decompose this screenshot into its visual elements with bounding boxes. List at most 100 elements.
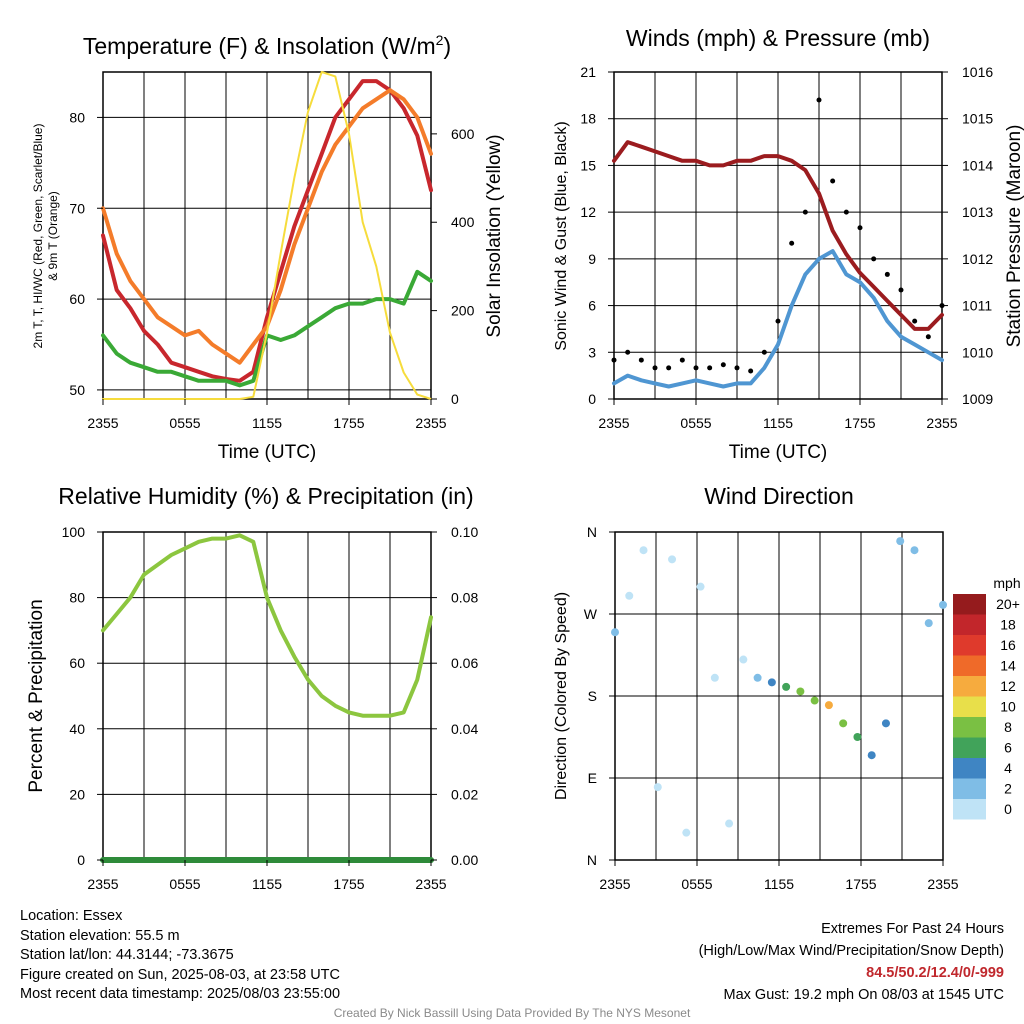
direction-point [639, 546, 648, 555]
y-tick-label: 12 [580, 204, 596, 220]
y-tick-label: 60 [69, 291, 85, 307]
direction-ylabel: Direction (Colored By Speed) [553, 592, 570, 800]
gust-point [857, 225, 863, 231]
direction-point [739, 655, 748, 664]
gust-point [816, 97, 822, 103]
y-tick-label: 1014 [962, 157, 993, 173]
colorbar-swatch [953, 799, 986, 820]
y-tick-label: E [588, 770, 597, 786]
direction-point [924, 619, 933, 628]
x-tick-label: 1755 [844, 415, 875, 431]
speed-colorbar: 20+ 18 16 14 12 10 8 6 4 2 0 [953, 594, 1020, 820]
y-tick-label: 40 [69, 721, 85, 737]
pressure-right-ticks: 1009 1010 1011 1012 1013 1014 1015 1016 [942, 64, 993, 407]
gust-point [802, 209, 808, 215]
direction-point [810, 696, 819, 705]
extremes-fields: (High/Low/Max Wind/Precipitation/Snow De… [698, 943, 1004, 959]
colorbar-label: 2 [1004, 781, 1012, 797]
y-tick-label: 21 [580, 64, 596, 80]
y-tick-label: 100 [62, 524, 86, 540]
gust-point [652, 365, 658, 371]
gust-point [898, 287, 904, 293]
direction-point [939, 600, 947, 609]
direction-grid [615, 532, 943, 860]
y-tick-label: 3 [588, 344, 596, 360]
humidity-panel: Relative Humidity (%) & Precipitation (i… [26, 483, 478, 892]
colorbar-label: 0 [1004, 801, 1012, 817]
direction-point [767, 678, 776, 687]
winds-x-ticks: 2355 0555 1155 1755 2355 [598, 399, 958, 431]
y-tick-label: 60 [69, 655, 85, 671]
direction-point [611, 628, 619, 637]
y-tick-label: 0 [451, 391, 459, 407]
gust-point [761, 349, 767, 355]
direction-points [611, 537, 947, 837]
extremes-values: 84.5/50.2/12.4/0/-999 [866, 965, 1004, 981]
y-tick-label: 1010 [962, 344, 993, 360]
y-tick-label: 1013 [962, 204, 993, 220]
winds-grid [614, 72, 942, 399]
direction-point [710, 673, 719, 682]
x-tick-label: 0555 [169, 415, 200, 431]
gust-point [830, 178, 836, 184]
figure-created: Figure created on Sun, 2025-08-03, at 23… [20, 966, 340, 983]
colorbar-swatch [953, 614, 986, 635]
y-tick-label: 0.04 [451, 721, 478, 737]
y-tick-label: 1015 [962, 111, 993, 127]
direction-point [853, 733, 862, 741]
direction-point [910, 546, 919, 555]
temperature-xlabel: Time (UTC) [218, 442, 317, 463]
humidity-title: Relative Humidity (%) & Precipitation (i… [58, 483, 473, 509]
gust-point [720, 362, 726, 368]
gust-point [734, 365, 740, 371]
winds-ylabel: Sonic Wind & Gust (Blue, Black) [553, 121, 570, 350]
y-tick-label: 18 [580, 111, 596, 127]
station-metadata: Location: Essex Station elevation: 55.5 … [20, 907, 340, 1005]
temperature-panel: Temperature (F) & Insolation (W/m2) 50 60… [31, 32, 505, 463]
colorbar-label: 12 [1000, 678, 1016, 694]
series-line [102, 71, 432, 400]
direction-point [668, 555, 677, 564]
y-tick-label: 0.00 [451, 852, 478, 868]
y-tick-label: 0 [77, 852, 85, 868]
x-tick-label: 1155 [764, 876, 794, 892]
colorbar-label: 18 [1000, 617, 1016, 633]
insolation-ylabel: Solar Insolation (Yellow) [484, 134, 505, 337]
station-elevation: Station elevation: 55.5 m [20, 927, 180, 944]
y-tick-label: 20 [69, 786, 85, 802]
winds-series [611, 97, 945, 389]
gust-point [625, 349, 631, 355]
colorbar-label: 10 [1000, 699, 1016, 715]
x-tick-label: 2355 [927, 876, 958, 892]
gust-point [843, 209, 849, 215]
colorbar-label: 16 [1000, 637, 1016, 653]
temperature-left-ticks: 50 60 70 80 [69, 109, 103, 398]
series-line [612, 249, 944, 389]
y-tick-label: 15 [580, 157, 596, 173]
colorbar-label: 4 [1004, 760, 1012, 776]
direction-point [867, 751, 876, 760]
extremes-heading: Extremes For Past 24 Hours [821, 921, 1004, 937]
y-tick-label: 70 [69, 200, 85, 216]
direction-point [753, 673, 762, 682]
x-tick-label: 0555 [680, 415, 711, 431]
series-line [101, 88, 433, 365]
colorbar-swatch [953, 635, 986, 656]
direction-x-ticks: 2355 0555 1155 1755 2355 [599, 860, 959, 892]
direction-point [696, 582, 705, 591]
x-tick-label: 2355 [87, 415, 118, 431]
temperature-title: Temperature (F) & Insolation (W/m2) [83, 32, 451, 59]
x-tick-label: 1155 [252, 415, 282, 431]
direction-point [881, 719, 890, 728]
gust-point [693, 365, 699, 371]
y-tick-label: 0.08 [451, 590, 478, 606]
direction-point [653, 783, 662, 792]
y-tick-label: 0.10 [451, 524, 478, 540]
colorbar-swatch [953, 655, 986, 676]
y-tick-label: 0.06 [451, 655, 478, 671]
station-latlon: Station lat/lon: 44.3144; -73.3675 [20, 947, 234, 963]
colorbar-label: 20+ [996, 596, 1020, 612]
direction-point [682, 828, 691, 837]
x-tick-label: 1155 [763, 415, 793, 431]
